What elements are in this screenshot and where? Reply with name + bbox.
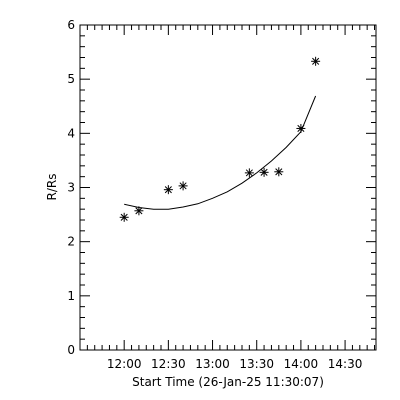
x-tick-label: 12:30 (151, 357, 186, 371)
y-tick-label: 0 (67, 343, 75, 357)
data-point (178, 181, 188, 191)
plot-frame (79, 24, 377, 351)
y-tick-label: 4 (67, 126, 75, 140)
data-point (163, 185, 173, 195)
y-tick-label: 1 (67, 289, 75, 303)
x-tick-label: 12:00 (107, 357, 142, 371)
data-point (259, 167, 269, 177)
y-tick-label: 2 (67, 235, 75, 249)
axis-ticks (80, 24, 376, 351)
data-markers (119, 56, 321, 222)
data-point (244, 168, 254, 178)
x-tick-label: 13:30 (239, 357, 274, 371)
data-point (311, 56, 321, 66)
y-tick-label: 5 (67, 72, 75, 86)
data-point (119, 212, 129, 222)
data-point (296, 123, 306, 133)
x-axis-label: Start Time (26-Jan-25 11:30:07) (132, 375, 324, 389)
x-tick-label: 14:00 (284, 357, 319, 371)
y-tick-label: 3 (67, 181, 75, 195)
x-tick-label: 14:30 (328, 357, 363, 371)
y-tick-label: 6 (67, 18, 75, 32)
data-point (274, 167, 284, 177)
y-tick-labels: 0 1 2 3 4 5 6 (67, 18, 75, 357)
x-tick-label: 13:00 (195, 357, 230, 371)
data-point (134, 206, 144, 216)
x-tick-labels: 12:00 12:30 13:00 13:30 14:00 14:30 (107, 357, 362, 371)
fit-line (124, 95, 317, 210)
y-axis-label: R/Rs (45, 174, 59, 201)
